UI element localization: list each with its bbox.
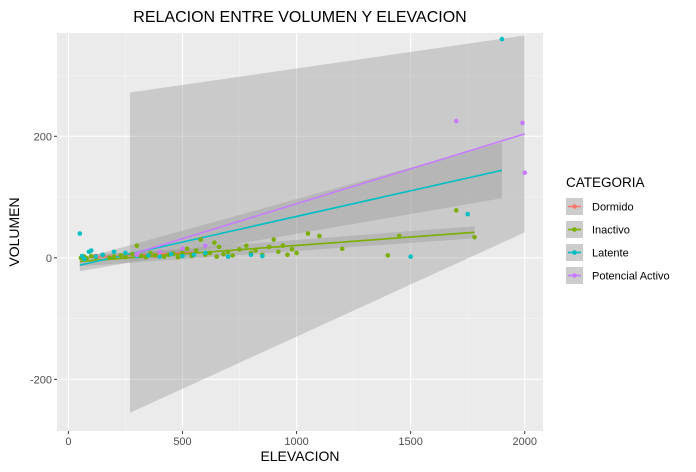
data-point	[207, 250, 213, 256]
data-point	[339, 246, 345, 252]
data-point	[499, 36, 505, 42]
data-point	[161, 254, 167, 259]
data-point	[88, 248, 94, 253]
data-point	[225, 254, 231, 259]
data-point	[168, 251, 174, 257]
y-tick-label: 0	[46, 253, 52, 265]
data-point	[396, 233, 402, 239]
plot-panel	[57, 33, 543, 431]
data-point	[237, 247, 242, 252]
data-point	[180, 253, 185, 259]
data-point	[123, 250, 128, 256]
legend-key-point	[572, 227, 577, 232]
data-point	[285, 252, 290, 258]
y-tick-label: -200	[30, 374, 52, 386]
legend-label: Potencial Activo	[592, 271, 670, 283]
data-point	[214, 254, 220, 259]
confidence-band	[79, 142, 502, 272]
data-point	[88, 253, 94, 259]
data-point	[244, 243, 249, 248]
data-point	[408, 254, 413, 259]
legend-key-point	[572, 204, 577, 209]
data-points	[77, 36, 528, 262]
data-point	[180, 250, 185, 255]
fit-line	[129, 133, 525, 256]
data-point	[93, 254, 99, 259]
legend: CATEGORIA Dormido Inactivo Latente Potencia…	[566, 175, 670, 284]
legend-key-point	[572, 273, 577, 278]
data-point	[453, 118, 459, 124]
data-point	[276, 249, 281, 255]
data-point	[271, 237, 277, 242]
data-point	[266, 244, 272, 250]
data-point	[198, 237, 204, 242]
data-point	[221, 251, 226, 257]
data-point	[203, 243, 208, 248]
data-point	[152, 253, 158, 258]
data-point	[82, 256, 87, 262]
legend-label: Dormido	[592, 202, 634, 214]
data-point	[260, 253, 265, 259]
data-point	[294, 250, 299, 256]
data-point	[385, 253, 391, 258]
x-tick-label: 0	[65, 436, 71, 448]
data-point	[180, 246, 185, 252]
data-point	[305, 231, 311, 236]
data-point	[100, 252, 105, 258]
data-point	[520, 120, 525, 126]
axis-ticks: 0 500 1000 1500 2000 -200 0 200	[30, 131, 537, 448]
data-point	[139, 253, 144, 259]
x-tick-label: 1000	[284, 436, 308, 448]
data-point	[522, 170, 528, 176]
data-point	[107, 255, 112, 261]
data-point	[191, 252, 197, 258]
data-point	[289, 247, 295, 252]
data-point	[248, 252, 254, 258]
data-point	[157, 254, 162, 259]
y-axis-title: VOLUMEN	[6, 197, 22, 266]
data-point	[230, 253, 235, 258]
data-point	[157, 249, 162, 255]
data-point	[118, 253, 124, 258]
legend-label: Latente	[592, 248, 629, 260]
legend-key-point	[572, 250, 577, 255]
y-tick-label: 200	[34, 131, 52, 143]
data-point	[472, 234, 477, 240]
x-axis-title: ELEVACION	[260, 448, 339, 464]
data-point	[465, 211, 471, 217]
legend-title: CATEGORIA	[566, 175, 645, 190]
confidence-band	[130, 35, 525, 413]
data-point	[212, 240, 217, 245]
x-tick-label: 2000	[513, 436, 537, 448]
data-point	[216, 244, 222, 250]
grid-minor	[57, 33, 543, 431]
data-point	[453, 208, 459, 213]
data-point	[193, 248, 199, 253]
data-point	[203, 250, 208, 256]
data-point	[111, 254, 117, 259]
x-tick-label: 1500	[398, 436, 422, 448]
data-point	[123, 254, 128, 260]
data-point	[184, 246, 190, 252]
legend-label: Inactivo	[592, 225, 630, 237]
data-point	[253, 248, 258, 253]
data-point	[145, 253, 151, 258]
data-point	[111, 249, 117, 255]
grid-major	[57, 33, 543, 431]
data-point	[280, 243, 286, 248]
data-point	[175, 254, 181, 260]
data-point	[134, 252, 140, 258]
x-tick-label: 500	[173, 436, 191, 448]
data-point	[134, 243, 140, 248]
chart-title: RELACION ENTRE VOLUMEN Y ELEVACION	[133, 9, 466, 26]
data-point	[77, 231, 83, 236]
data-point	[129, 251, 135, 257]
data-point	[225, 249, 231, 255]
data-point	[317, 233, 322, 239]
